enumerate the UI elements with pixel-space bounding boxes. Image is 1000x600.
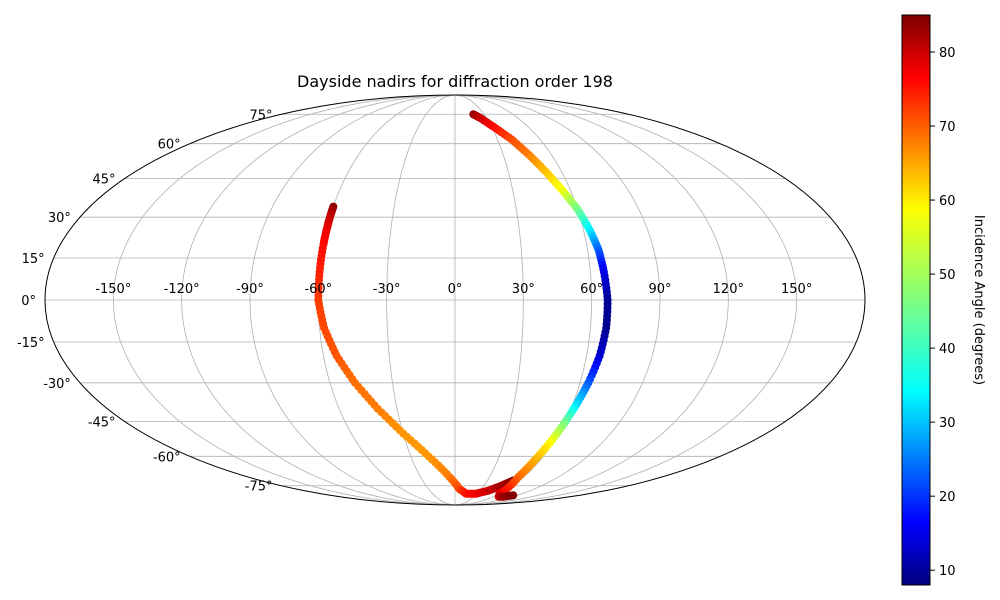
colorbar-tick-label: 30 — [939, 416, 956, 431]
colorbar-tick-label: 10 — [939, 564, 956, 579]
longitude-tick-label: -120° — [164, 282, 200, 297]
latitude-tick-label: 0° — [21, 294, 36, 309]
colorbar: 10 20 30 40 50 60 70 80 Incidence Angle (degree… — [901, 14, 986, 586]
colorbar-gradient — [901, 14, 931, 586]
meridian-line — [454, 95, 798, 505]
colorbar-tick-label: 50 — [939, 268, 956, 283]
latitude-tick-label: -30° — [43, 377, 71, 392]
longitude-tick-label: -30° — [373, 282, 401, 297]
longitude-tick-label: -90° — [236, 282, 264, 297]
longitude-tick-label: 90° — [648, 282, 671, 297]
longitude-tick-label: 120° — [713, 282, 744, 297]
colorbar-tick-label: 70 — [939, 120, 956, 135]
meridian-line — [249, 95, 456, 505]
colorbar-tick-label: 20 — [939, 490, 956, 505]
longitude-tick-label: 60° — [580, 282, 603, 297]
meridian-line — [181, 95, 456, 505]
longitude-tick-label: 0° — [448, 282, 463, 297]
latitude-tick-label: 75° — [249, 108, 272, 123]
latitude-tick-label: 15° — [22, 252, 45, 267]
data-points — [314, 110, 612, 501]
meridian-line — [454, 95, 661, 505]
meridian-line — [386, 95, 456, 505]
latitude-tick-label: 60° — [158, 138, 181, 153]
chart-title: Dayside nadirs for diffraction order 198 — [297, 72, 613, 91]
meridian-line — [454, 95, 729, 505]
latitude-tick-label: 45° — [93, 173, 116, 188]
latitude-tick-label: -45° — [88, 415, 116, 430]
data-point — [509, 491, 518, 500]
longitude-tick-labels: -150° -120° -90° -60° -30° 0° 30° 60° 90° 120° 150… — [95, 282, 812, 297]
longitude-tick-label: -150° — [95, 282, 131, 297]
colorbar-tick-label: 60 — [939, 194, 956, 209]
colorbar-ticks: 10 20 30 40 50 60 70 80 — [930, 46, 956, 579]
colorbar-tick-label: 80 — [939, 46, 956, 61]
latitude-tick-label: -75° — [245, 480, 273, 495]
latitude-tick-label: -15° — [17, 336, 45, 351]
graticule — [45, 95, 865, 505]
latitude-tick-labels: 75° 60° 45° 30° 15° 0° -15° -30° -45° -60° -75° — [17, 108, 273, 494]
latitude-tick-label: 30° — [48, 211, 71, 226]
meridian-line — [112, 95, 456, 505]
colorbar-label: Incidence Angle (degrees) — [971, 215, 986, 385]
longitude-tick-label: 30° — [512, 282, 535, 297]
colorbar-tick-label: 40 — [939, 342, 956, 357]
map-boundary — [44, 94, 866, 506]
longitude-tick-label: -60° — [304, 282, 332, 297]
meridian-line — [454, 95, 524, 505]
longitude-tick-label: 150° — [781, 282, 812, 297]
latitude-tick-label: -60° — [153, 450, 181, 465]
